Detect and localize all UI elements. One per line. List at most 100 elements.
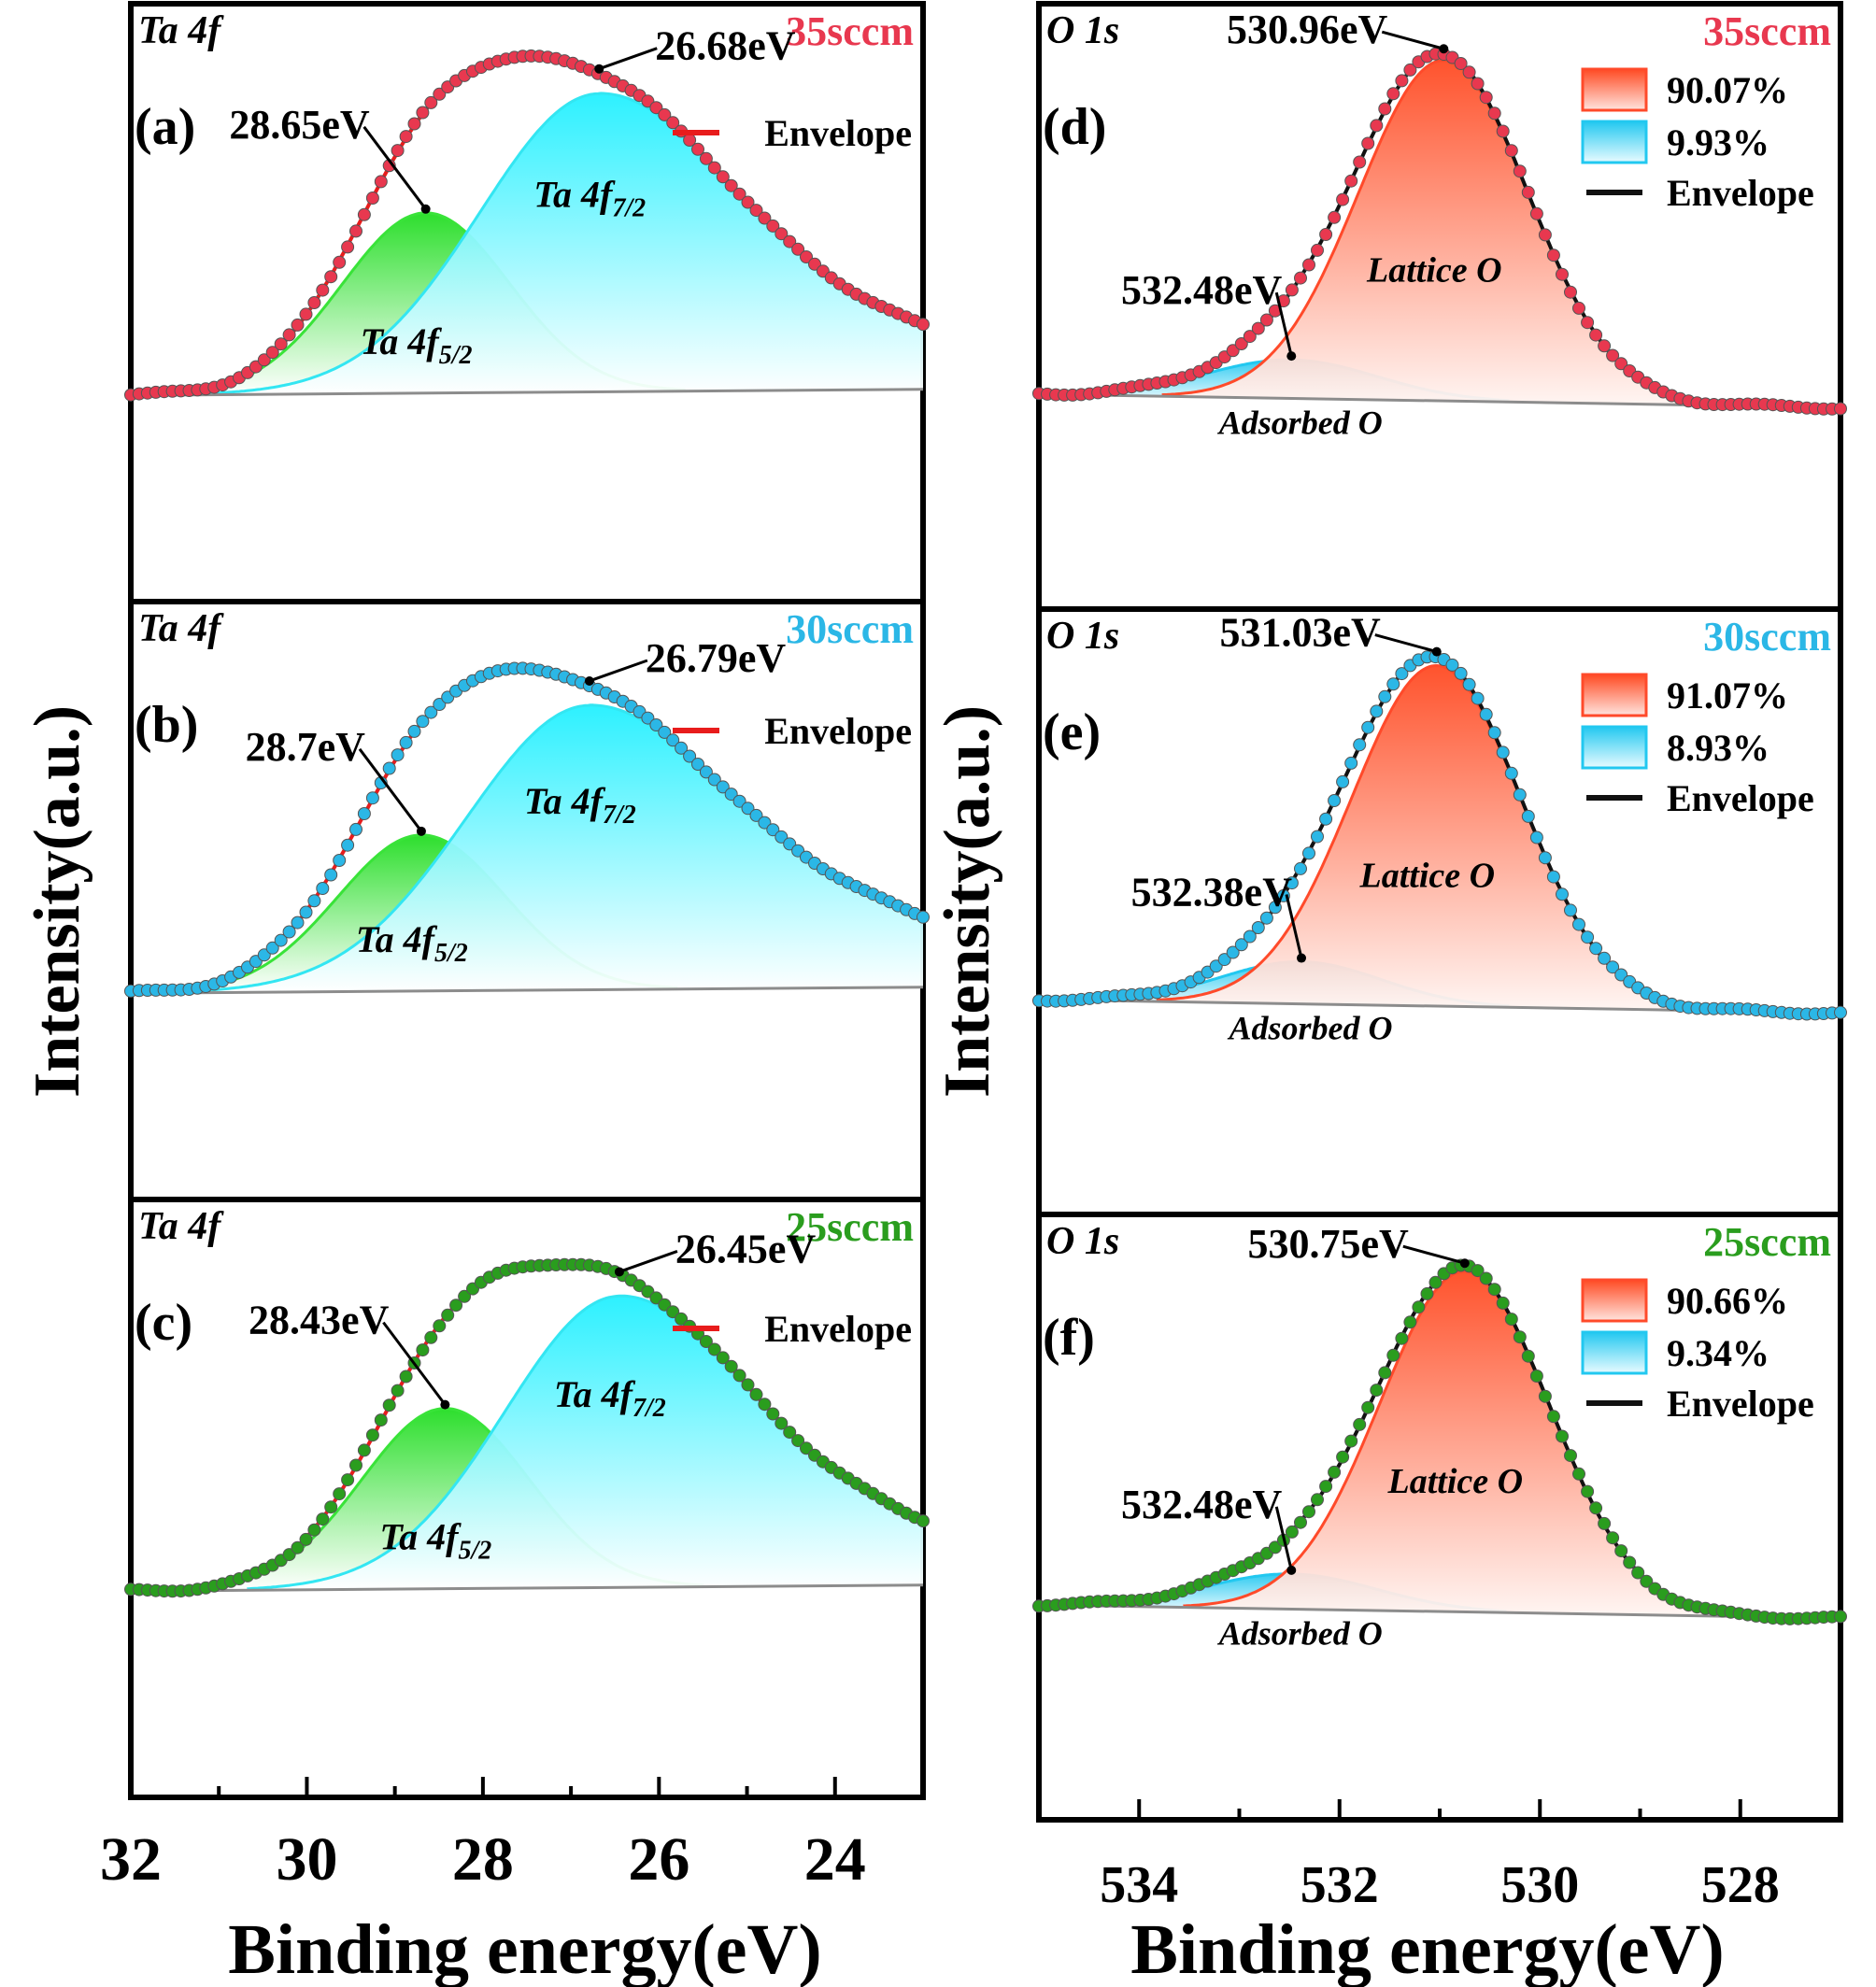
data-point <box>274 337 288 351</box>
data-point <box>349 822 362 836</box>
peak-label-sub: 7/2 <box>612 193 646 222</box>
data-point <box>265 941 279 955</box>
data-point <box>1336 774 1350 788</box>
peak-label-main: Ta 4f <box>524 780 606 822</box>
data-point <box>1344 756 1358 770</box>
data-point <box>1285 1525 1299 1539</box>
data-point <box>649 718 663 731</box>
data-point <box>391 1384 405 1398</box>
data-point <box>424 1330 438 1344</box>
condition-label: 25sccm <box>1703 1219 1831 1265</box>
data-point <box>808 257 821 271</box>
data-point <box>324 270 338 284</box>
arrow-head <box>440 1399 450 1410</box>
data-point <box>917 1514 930 1528</box>
data-point <box>1513 1330 1527 1344</box>
data-point <box>257 353 271 367</box>
data-point <box>1285 876 1299 890</box>
annotation-arrow <box>1285 894 1303 958</box>
data-point <box>1521 1349 1535 1363</box>
peak-label-5-2: Ta 4f5/2 <box>361 320 473 370</box>
arrow-head <box>416 826 426 836</box>
data-point <box>666 1305 680 1319</box>
data-point <box>1311 830 1324 844</box>
data-point <box>341 1473 355 1487</box>
data-point <box>1234 938 1248 952</box>
peak-position-label: 532.38eV <box>1131 870 1293 915</box>
data-point <box>324 868 338 882</box>
annotation-arrow <box>1374 633 1438 654</box>
data-point <box>1344 174 1358 188</box>
legend-lattice-percent: 90.07% <box>1667 69 1788 111</box>
data-point <box>1572 1467 1585 1481</box>
x-tick-label: 30 <box>276 1825 337 1894</box>
data-point <box>399 735 413 749</box>
legend-adsorbed-percent: 9.93% <box>1667 121 1769 163</box>
peak-position-label: 530.96eV <box>1227 7 1388 52</box>
x-tick-label: 24 <box>804 1825 866 1894</box>
panel-f: O 1s 25sccm (f) 532.48eV 530.75eV Lattice O Ad… <box>1032 1212 1847 1914</box>
data-point <box>1259 911 1273 925</box>
adsorbed-o-label: Adsorbed O <box>1217 1614 1383 1652</box>
data-point <box>1631 1566 1645 1580</box>
peak-label-sub: 7/2 <box>632 1394 666 1423</box>
peak-position-label: 26.45eV <box>675 1226 817 1271</box>
data-point <box>724 178 738 192</box>
x-tick-label: 532 <box>1300 1856 1379 1914</box>
arrow-head <box>1439 44 1449 54</box>
data-point <box>1344 1434 1358 1448</box>
data-point <box>1226 945 1240 959</box>
data-point <box>1328 1465 1342 1479</box>
data-point <box>691 758 704 771</box>
legend-envelope-text: Envelope <box>1667 777 1814 819</box>
peak-label-5-2: Ta 4f5/2 <box>356 918 468 968</box>
data-point <box>407 724 421 738</box>
data-point <box>433 1319 447 1333</box>
peak-label-sub: 7/2 <box>603 801 636 830</box>
data-point <box>357 1443 371 1457</box>
legend-adsorbed-percent: 8.93% <box>1667 727 1769 769</box>
background-line <box>130 986 924 995</box>
data-point <box>433 698 447 711</box>
annotation-arrow <box>618 1250 678 1273</box>
panel-letter: (c) <box>135 1294 192 1352</box>
panel-letter: (b) <box>135 696 198 754</box>
data-point <box>641 711 655 725</box>
peak-label-main: Ta 4f <box>356 918 438 960</box>
data-point <box>1395 1331 1409 1345</box>
data-point <box>333 854 347 867</box>
data-point <box>1328 210 1342 224</box>
data-point <box>1285 283 1299 297</box>
condition-label: 35sccm <box>1703 8 1831 54</box>
data-point <box>1302 258 1315 272</box>
data-point <box>1538 1389 1552 1403</box>
data-point <box>699 765 713 779</box>
data-point <box>732 1369 746 1383</box>
peak-position-label: 28.43eV <box>249 1298 390 1343</box>
data-point <box>1217 953 1231 967</box>
data-point <box>1598 951 1612 965</box>
data-point <box>349 1458 362 1472</box>
data-point <box>1353 155 1367 169</box>
data-point <box>1496 1296 1510 1310</box>
data-point <box>1614 1544 1628 1558</box>
data-point <box>724 1359 738 1373</box>
annotation-arrow <box>358 747 423 832</box>
data-point <box>1479 1271 1493 1285</box>
data-point <box>291 915 305 930</box>
data-point <box>1386 677 1400 691</box>
data-point <box>291 318 305 332</box>
data-point <box>1412 1300 1426 1314</box>
peak-fill-1 <box>189 704 924 993</box>
peak-label-sub: 5/2 <box>439 341 473 370</box>
arrow-head <box>1459 1258 1470 1269</box>
legend-envelope-text: Envelope <box>764 112 912 154</box>
data-point <box>766 219 780 233</box>
annotation-arrow <box>589 659 648 683</box>
data-point <box>724 788 738 802</box>
peak-fill-1 <box>209 92 924 395</box>
data-point <box>282 328 296 342</box>
